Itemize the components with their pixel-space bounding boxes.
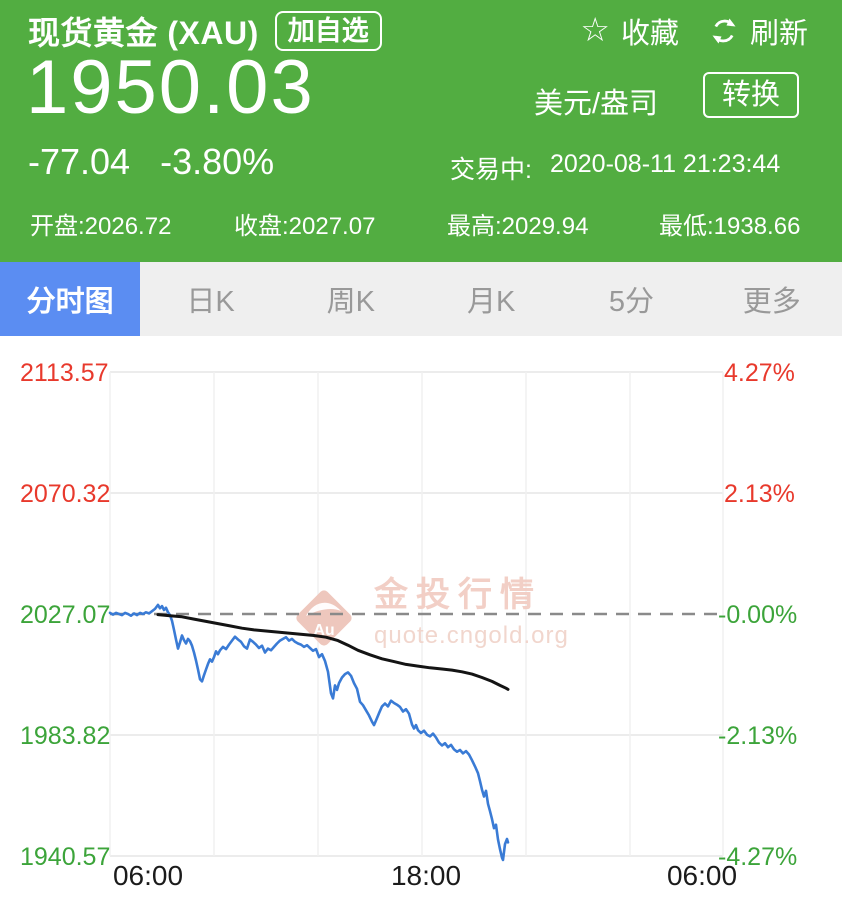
pct-label-2: -0.00% bbox=[718, 601, 797, 629]
stat-low: 最低:1938.66 bbox=[659, 213, 801, 240]
watermark: Au 金投行情 quote.cngold.org bbox=[296, 575, 569, 649]
pct-label-3: -2.13% bbox=[718, 722, 797, 750]
instrument-title: 现货黄金 (XAU) bbox=[28, 15, 259, 51]
tab-weekly-k[interactable]: 周K bbox=[326, 286, 375, 318]
last-price: 1950.03 bbox=[26, 45, 315, 130]
tab-timeline[interactable]: 分时图 bbox=[0, 262, 141, 336]
chart-period-tabs: 分时图 日K 周K 月K 5分 更多 bbox=[0, 262, 842, 336]
trading-status: 交易中: bbox=[450, 156, 532, 184]
change-row: -77.04 -3.80% bbox=[28, 141, 274, 183]
series-layer bbox=[108, 603, 723, 862]
y-label-2: 2027.07 bbox=[20, 601, 110, 629]
stat-prev-close: 收盘:2027.07 bbox=[234, 213, 376, 240]
ohlc-stats-row: 开盘:2026.72 收盘:2027.07 最高:2029.94 最低:1938… bbox=[0, 206, 842, 240]
y-label-1: 2070.32 bbox=[20, 480, 110, 508]
top-bar: 现货黄金 (XAU) 加自选 ☆ 收藏 刷新 bbox=[28, 8, 808, 54]
average-line bbox=[156, 613, 510, 691]
tab-5min[interactable]: 5分 bbox=[608, 286, 655, 318]
x-label-1: 18:00 bbox=[391, 860, 461, 891]
y-label-3: 1983.82 bbox=[20, 722, 110, 750]
price-line bbox=[108, 603, 510, 862]
x-label-0: 06:00 bbox=[113, 860, 183, 891]
favorite-button[interactable]: 收藏 bbox=[620, 18, 679, 50]
watermark-brand: 金投行情 bbox=[373, 575, 542, 614]
top-actions: ☆ 收藏 刷新 bbox=[580, 10, 808, 52]
tab-daily-k[interactable]: 日K bbox=[186, 286, 235, 318]
pct-label-4: -4.27% bbox=[718, 843, 797, 871]
grid-layer bbox=[109, 371, 724, 857]
tab-monthly-k[interactable]: 月K bbox=[466, 286, 516, 318]
watermark-logo: Au bbox=[296, 590, 352, 646]
add-watchlist-button[interactable]: 加自选 bbox=[274, 11, 382, 51]
stat-open: 开盘:2026.72 bbox=[30, 213, 172, 240]
change-percent: -3.80% bbox=[160, 141, 275, 182]
refresh-button[interactable]: 刷新 bbox=[749, 18, 808, 50]
refresh-icon[interactable] bbox=[709, 16, 739, 46]
stat-high: 最高:2029.94 bbox=[447, 213, 589, 240]
price-unit: 美元/盎司 bbox=[534, 88, 659, 120]
x-label-2: 06:00 bbox=[667, 860, 737, 891]
pct-label-0: 4.27% bbox=[724, 359, 795, 387]
pct-label-1: 2.13% bbox=[724, 480, 795, 508]
convert-button[interactable]: 转换 bbox=[703, 72, 799, 118]
tab-more[interactable]: 更多 bbox=[742, 286, 801, 318]
change-value: -77.04 bbox=[28, 141, 131, 182]
intraday-chart: Au 金投行情 quote.cngold.org 2113.57 2070.32… bbox=[0, 336, 842, 900]
y-label-4: 1940.57 bbox=[20, 843, 110, 871]
quote-header: 现货黄金 (XAU) 加自选 ☆ 收藏 刷新 1950.03 美元/盎司 bbox=[0, 0, 842, 262]
trading-status-row: 交易中: 2020-08-11 21:23:44 bbox=[450, 150, 780, 186]
y-label-0: 2113.57 bbox=[20, 359, 109, 387]
quote-timestamp: 2020-08-11 21:23:44 bbox=[549, 150, 781, 178]
watermark-url: quote.cngold.org bbox=[374, 622, 569, 649]
star-icon[interactable]: ☆ bbox=[580, 10, 610, 48]
chart-canvas: Au 金投行情 quote.cngold.org 2113.57 2070.32… bbox=[20, 359, 797, 891]
